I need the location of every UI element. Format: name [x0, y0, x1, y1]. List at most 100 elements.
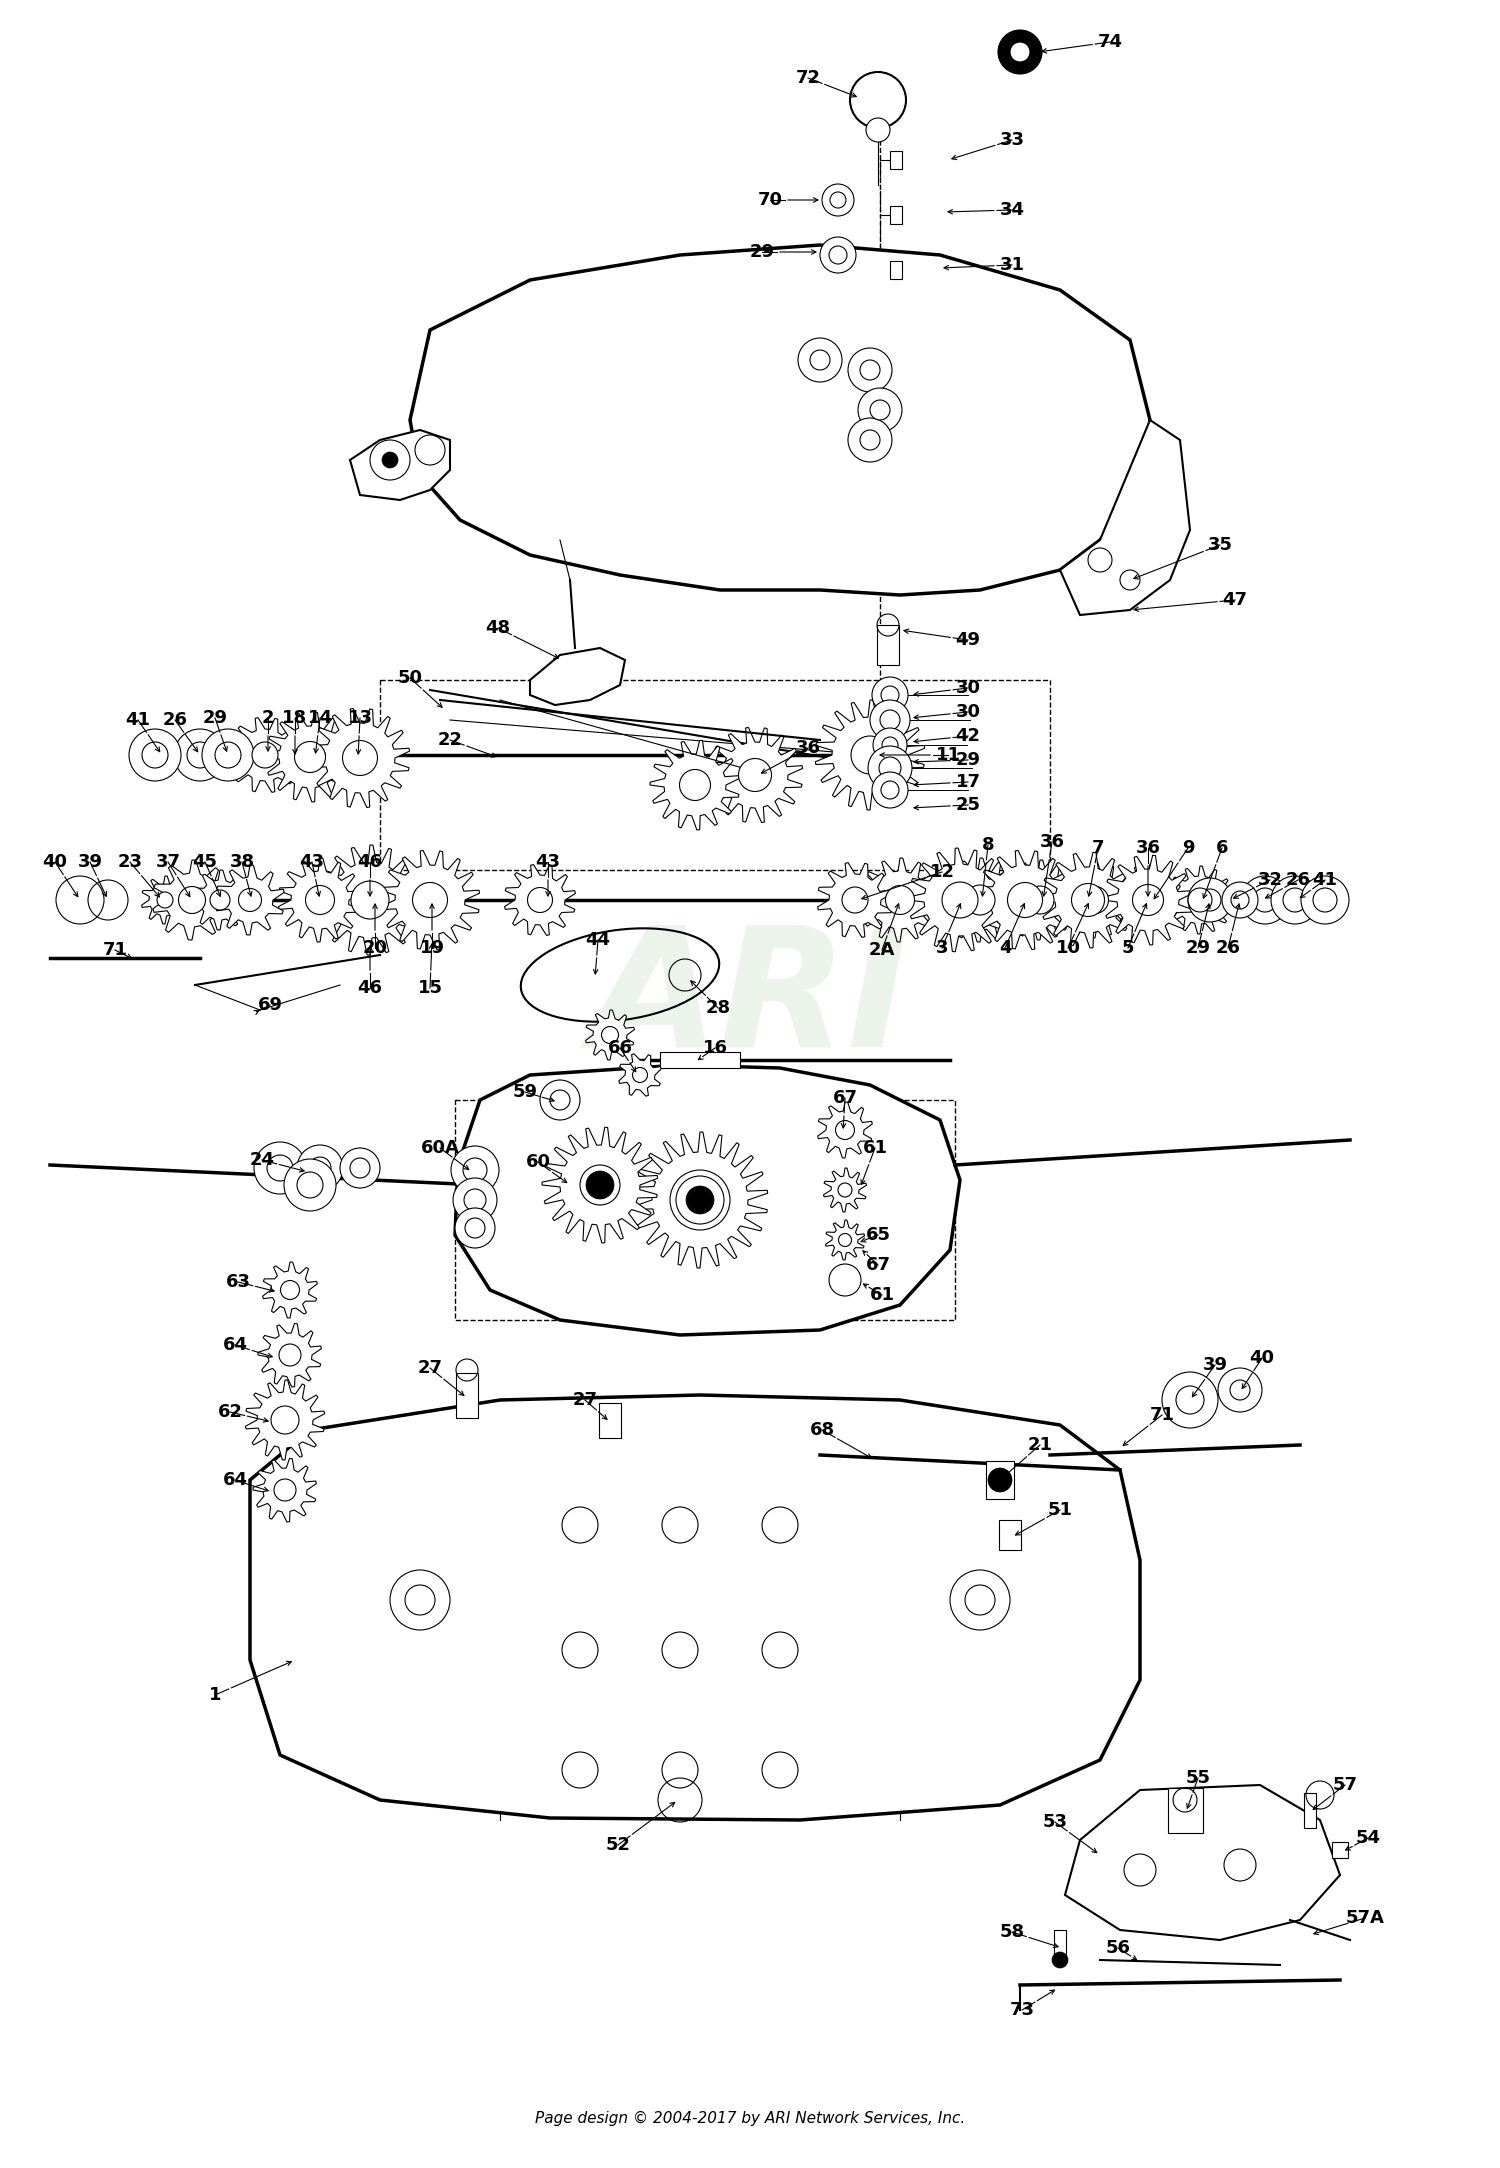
Circle shape — [413, 882, 447, 917]
Circle shape — [830, 245, 848, 264]
Polygon shape — [818, 1101, 873, 1158]
Circle shape — [880, 685, 898, 705]
Circle shape — [998, 30, 1042, 74]
Text: 59: 59 — [513, 1084, 537, 1101]
Polygon shape — [650, 739, 740, 830]
Polygon shape — [279, 859, 362, 943]
Circle shape — [550, 1091, 570, 1110]
Text: 73: 73 — [1010, 2001, 1035, 2018]
Circle shape — [1198, 889, 1221, 911]
Circle shape — [1052, 1951, 1068, 1969]
Text: 20: 20 — [363, 939, 387, 956]
Text: 41: 41 — [1312, 872, 1338, 889]
Circle shape — [453, 1177, 497, 1223]
Circle shape — [254, 1143, 306, 1195]
Text: 36: 36 — [1136, 839, 1161, 856]
Polygon shape — [620, 1054, 662, 1097]
Circle shape — [267, 1156, 292, 1182]
Polygon shape — [708, 728, 803, 822]
Text: 3: 3 — [936, 939, 948, 956]
Circle shape — [454, 1208, 495, 1249]
Circle shape — [464, 1158, 488, 1182]
Circle shape — [859, 360, 880, 379]
Circle shape — [1008, 882, 1042, 917]
Polygon shape — [1060, 421, 1190, 616]
Text: 52: 52 — [606, 1836, 630, 1854]
Text: 62: 62 — [217, 1403, 243, 1420]
Polygon shape — [315, 846, 424, 954]
Text: 37: 37 — [156, 852, 180, 872]
Circle shape — [202, 728, 254, 780]
Polygon shape — [454, 1064, 960, 1335]
Polygon shape — [1167, 865, 1233, 934]
Bar — [1054, 1930, 1066, 1960]
Text: 24: 24 — [249, 1151, 274, 1169]
Circle shape — [830, 193, 846, 208]
Circle shape — [1188, 889, 1212, 913]
Text: 66: 66 — [608, 1038, 633, 1058]
Text: 58: 58 — [999, 1923, 1024, 1940]
Circle shape — [1270, 876, 1318, 924]
Text: 4: 4 — [999, 939, 1011, 956]
Text: 45: 45 — [192, 852, 217, 872]
Circle shape — [340, 1149, 380, 1188]
Text: 39: 39 — [78, 852, 102, 872]
Text: 68: 68 — [810, 1420, 834, 1440]
Circle shape — [858, 388, 901, 431]
Text: 46: 46 — [357, 980, 382, 997]
Text: 8: 8 — [981, 837, 994, 854]
Text: 57: 57 — [1332, 1776, 1358, 1793]
Circle shape — [686, 1186, 714, 1214]
Circle shape — [880, 709, 900, 731]
Text: 36: 36 — [1040, 833, 1065, 852]
Text: 64: 64 — [222, 1335, 248, 1355]
Text: 30: 30 — [956, 702, 981, 722]
Circle shape — [297, 1145, 344, 1190]
Polygon shape — [350, 429, 450, 501]
Text: 63: 63 — [225, 1273, 251, 1290]
Text: 61: 61 — [862, 1138, 888, 1158]
Bar — [660, 1051, 740, 1069]
Text: 50: 50 — [398, 670, 423, 687]
Polygon shape — [633, 1132, 768, 1268]
Text: 64: 64 — [222, 1472, 248, 1489]
Circle shape — [252, 741, 278, 767]
Text: 44: 44 — [585, 930, 610, 950]
Circle shape — [540, 1080, 580, 1121]
Circle shape — [839, 1184, 852, 1197]
Text: 60: 60 — [525, 1153, 550, 1171]
Circle shape — [850, 735, 889, 774]
Text: 17: 17 — [956, 774, 981, 791]
Circle shape — [1071, 885, 1104, 917]
Text: 71: 71 — [1149, 1407, 1174, 1424]
Circle shape — [1312, 889, 1336, 913]
Polygon shape — [1102, 854, 1192, 945]
Polygon shape — [258, 1322, 321, 1388]
Circle shape — [142, 741, 168, 767]
Text: 55: 55 — [1185, 1769, 1210, 1786]
Bar — [1304, 1793, 1316, 1828]
Text: 27: 27 — [573, 1392, 597, 1409]
Text: 21: 21 — [1028, 1435, 1053, 1455]
Text: 74: 74 — [1098, 33, 1122, 52]
Circle shape — [1282, 889, 1306, 913]
Circle shape — [810, 349, 830, 371]
Circle shape — [942, 882, 978, 917]
Circle shape — [174, 728, 226, 780]
Polygon shape — [504, 865, 576, 934]
Circle shape — [1176, 1385, 1204, 1414]
Circle shape — [528, 887, 552, 913]
Polygon shape — [262, 1262, 318, 1318]
Circle shape — [822, 184, 854, 217]
Circle shape — [847, 349, 892, 392]
Bar — [986, 1461, 1014, 1498]
Text: 36: 36 — [795, 739, 820, 757]
Circle shape — [1252, 889, 1276, 913]
Polygon shape — [251, 1394, 1140, 1819]
Circle shape — [964, 885, 994, 915]
Text: 13: 13 — [348, 709, 372, 726]
Circle shape — [602, 1025, 618, 1043]
Text: 25: 25 — [956, 796, 981, 813]
Text: 30: 30 — [956, 679, 981, 696]
Polygon shape — [1000, 861, 1080, 941]
